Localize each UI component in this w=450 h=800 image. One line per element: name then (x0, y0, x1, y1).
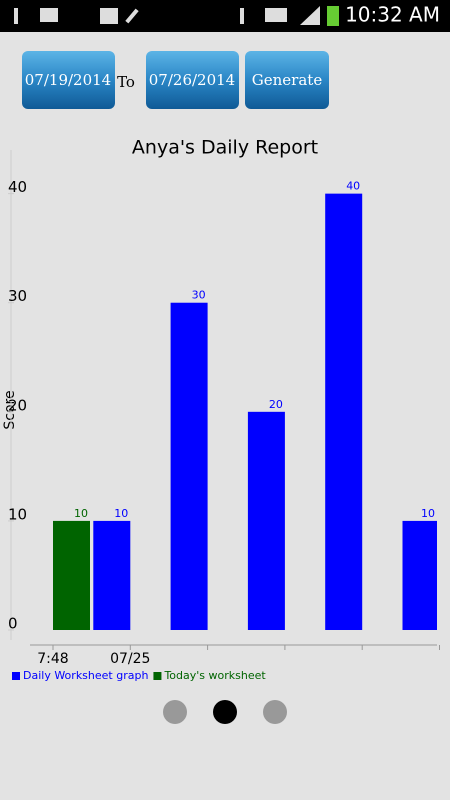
legend-entry: Daily Worksheet graph (23, 669, 148, 682)
y-tick-label: 10 (8, 505, 27, 523)
y-axis-label: Score (2, 390, 18, 429)
x-tick-label: 07/25 (110, 651, 150, 667)
to-date[interactable]: 07/26/2014 (149, 71, 235, 89)
to-date-button[interactable] (146, 51, 239, 109)
generate-button[interactable] (245, 51, 329, 109)
bar (402, 520, 437, 630)
value-label: 40 (346, 180, 360, 193)
y-tick-label: 0 (8, 615, 18, 633)
y-tick-label: 30 (8, 287, 27, 305)
page-dot[interactable] (213, 700, 237, 724)
bar (53, 520, 90, 630)
y-tick-label: 40 (8, 178, 27, 196)
status-bar (0, 0, 450, 32)
from-date-button[interactable] (22, 51, 115, 109)
page-dot[interactable] (263, 700, 287, 724)
legend-entry: Today's worksheet (163, 669, 266, 682)
bar (247, 411, 285, 630)
clock: 10:32 AM (345, 3, 440, 27)
value-label: 10 (114, 507, 128, 520)
value-label: 30 (192, 289, 206, 302)
legend-swatch (153, 672, 162, 680)
generate[interactable]: Generate (252, 71, 323, 89)
bar (325, 193, 363, 631)
value-label: 20 (269, 398, 283, 411)
chart-title: Anya's Daily Report (132, 137, 318, 159)
to-label: To (117, 73, 135, 91)
x-tick-label: 7:48 (37, 651, 68, 667)
bar (93, 520, 131, 630)
status-icons (14, 6, 339, 26)
page-dot[interactable] (163, 700, 187, 724)
from-date[interactable]: 07/19/2014 (25, 71, 111, 89)
bar (170, 302, 208, 630)
value-label: 10 (421, 507, 435, 520)
legend-swatch (12, 672, 20, 680)
y-tick-label: 20 (8, 396, 27, 414)
value-label: 10 (74, 507, 88, 520)
